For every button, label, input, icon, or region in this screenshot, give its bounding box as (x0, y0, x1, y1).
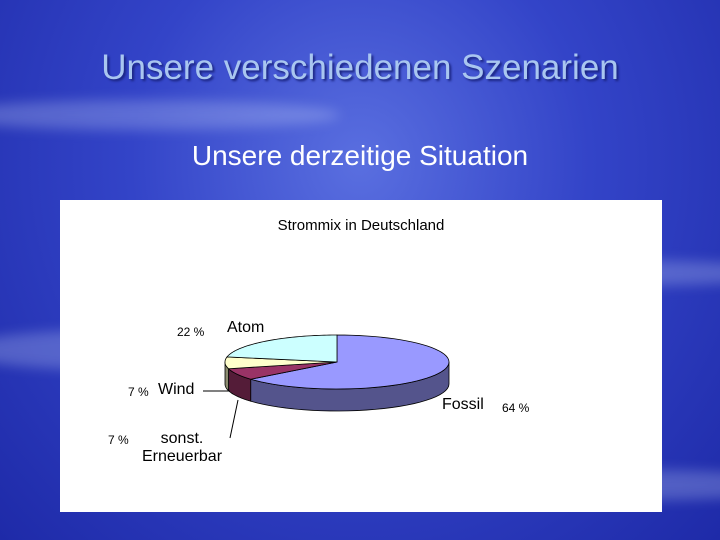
pie-slice (227, 361, 338, 380)
category-label: Fossil (442, 396, 484, 413)
category-label: sonst. Erneuerbar (141, 430, 223, 465)
chart-title: Strommix in Deutschland (278, 217, 445, 234)
slide-subtitle: Unsere derzeitige Situation (191, 140, 529, 171)
chart-area: Strommix in Deutschland Fossil 64 % Wind 7 … (60, 200, 662, 512)
pie-slice (250, 334, 450, 390)
value-label: 64 % (502, 401, 530, 415)
chart: Strommix in Deutschland (203, 217, 450, 439)
leader-line (229, 399, 239, 439)
value-label: 22 % (177, 325, 205, 339)
pie-slice (224, 356, 338, 370)
category-label: Wind (158, 381, 195, 398)
value-label: 7 % (108, 433, 129, 447)
pie-slice (226, 334, 338, 363)
value-label: 7 % (128, 385, 149, 399)
slide-title: Unsere verschiedenen Szenarien (101, 48, 619, 87)
category-label: Atom (227, 319, 265, 336)
